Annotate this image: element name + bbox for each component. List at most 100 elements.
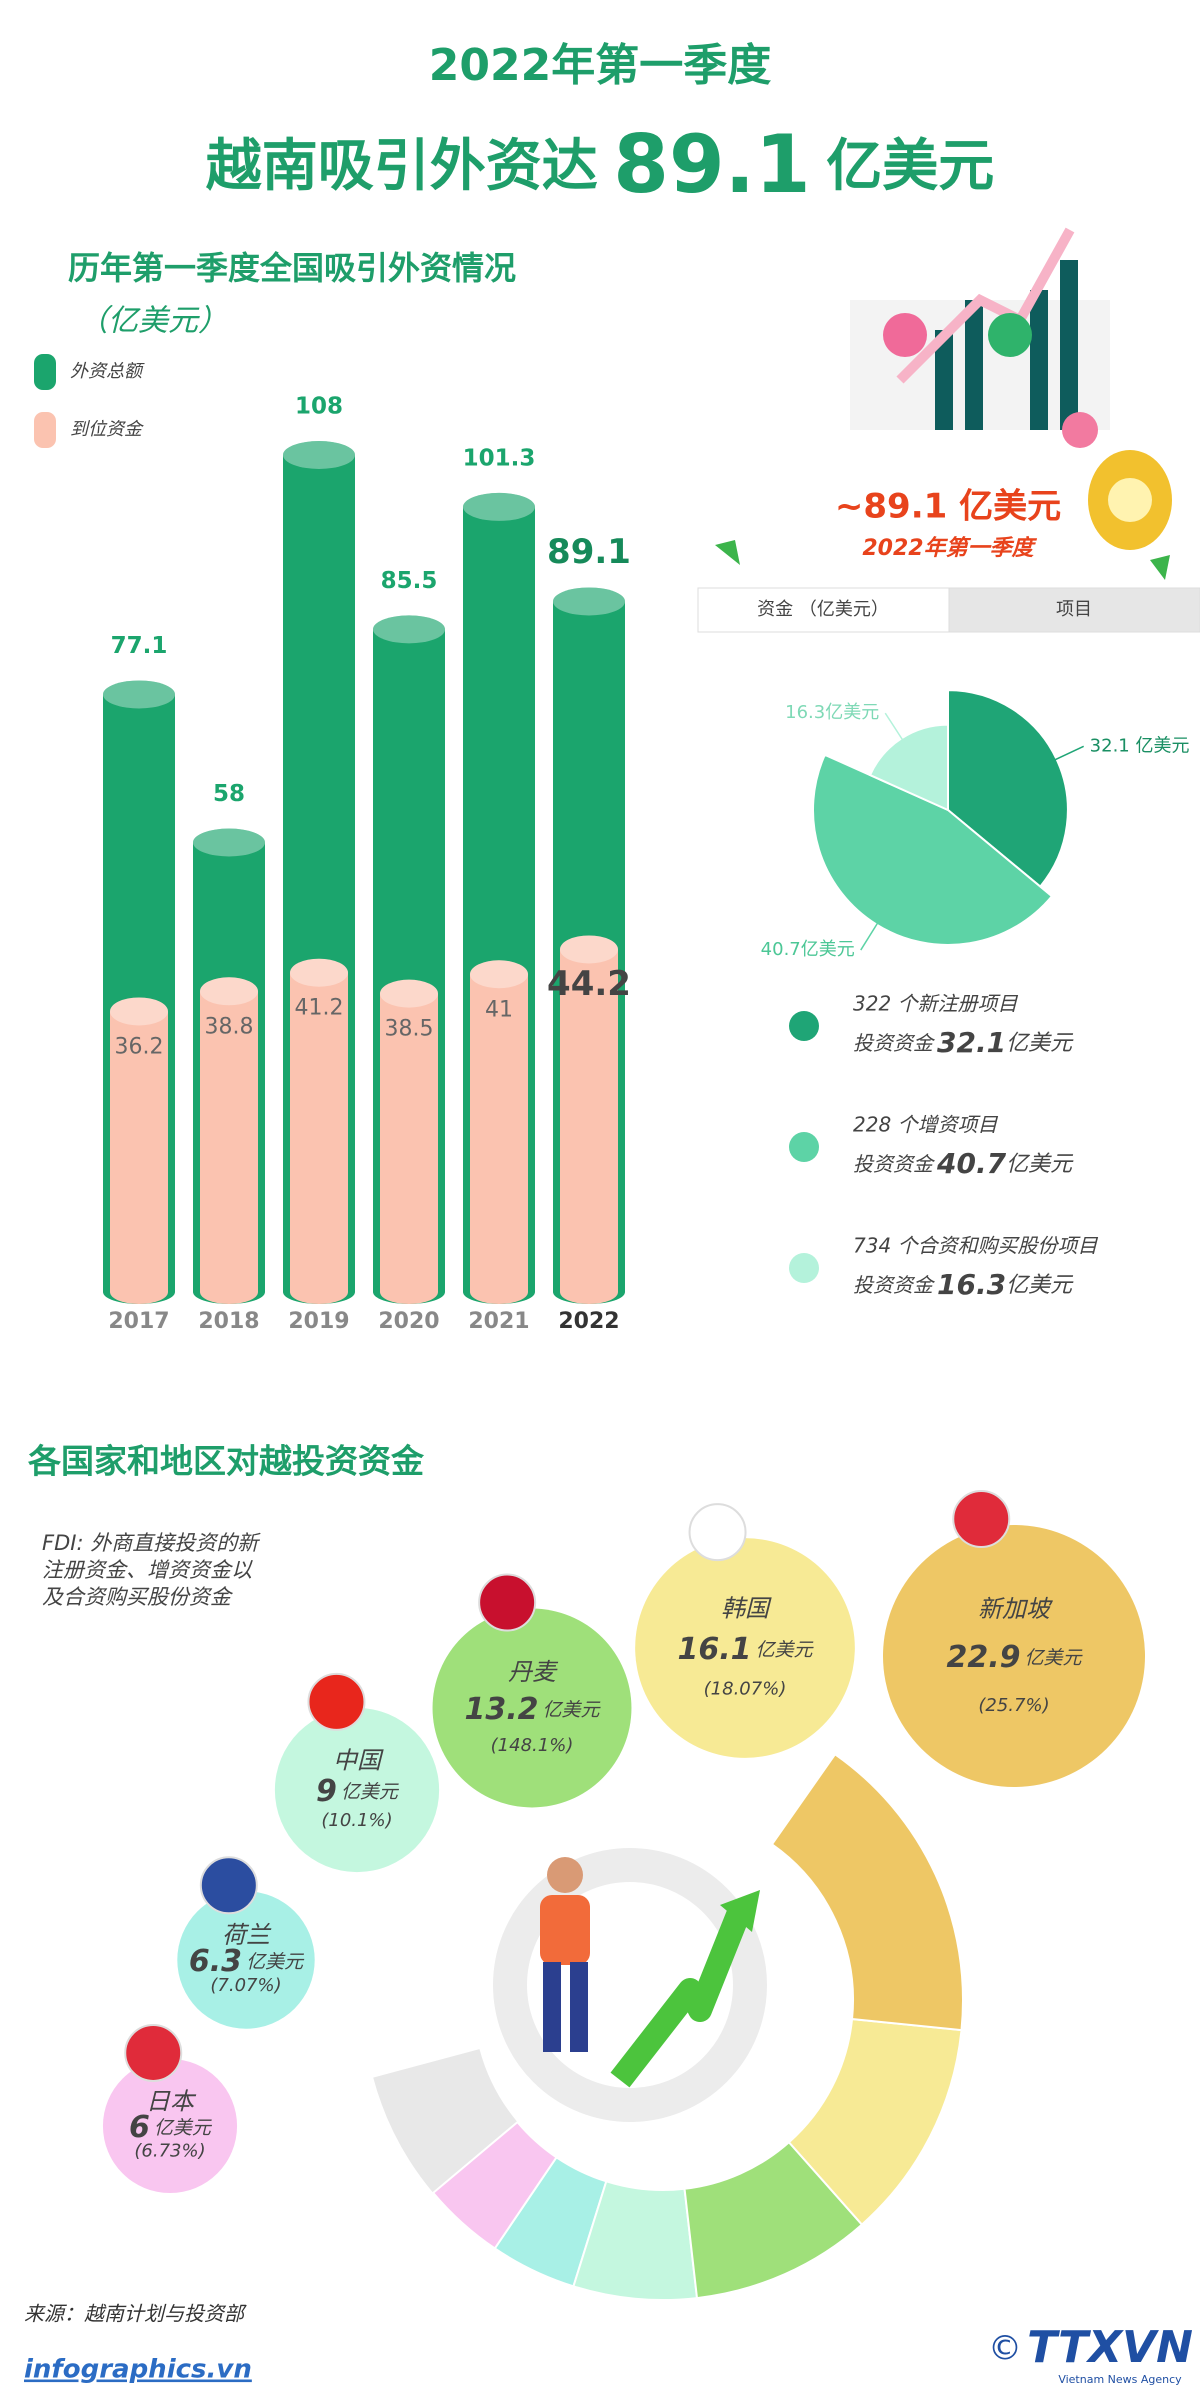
ring-segment: [431, 2120, 558, 2250]
bar-cap: [290, 958, 348, 987]
leader-line: [884, 712, 905, 743]
country-bubble: [883, 1525, 1145, 1787]
tab-label: 资金 （亿美元）: [757, 599, 889, 620]
bar-base: [380, 1280, 438, 1304]
flag: [688, 1503, 747, 1562]
legend-projects: 228 个增资项目: [853, 1113, 999, 1137]
country-share: (6.73%): [134, 2140, 205, 2161]
bar-cap-shade: [470, 960, 528, 989]
bar-cap: [283, 441, 355, 469]
legend-projects: 322 个新注册项目: [853, 992, 1019, 1016]
pointer-hand: [1150, 555, 1170, 580]
figure-body: [540, 1895, 590, 1965]
bar: [560, 949, 618, 1292]
pie-label: 16.3亿美元: [785, 702, 879, 723]
country-share: (25.7%): [978, 1695, 1049, 1716]
bar: [380, 993, 438, 1292]
header-highlight: 89.1: [613, 118, 810, 211]
country-value: 6.3 亿美元: [189, 1944, 305, 1979]
legend-dot: [789, 1132, 819, 1162]
ring-segment: [572, 2180, 699, 2301]
country-name: 荷兰: [222, 1921, 272, 1949]
value-label: 58: [213, 781, 245, 807]
country-unit: 亿美元: [246, 1951, 305, 1973]
tab[interactable]: [697, 587, 950, 633]
illustration: [715, 227, 1172, 580]
legend-label: 到位资金: [70, 419, 144, 440]
flag: [307, 1672, 366, 1731]
logo: TTXVN: [1027, 2322, 1193, 2373]
tab[interactable]: [948, 587, 1200, 633]
investment-label: 投资资金: [853, 1152, 936, 1176]
flag: [199, 1856, 258, 1915]
illustration-person: [988, 313, 1032, 357]
bar: [290, 972, 348, 1292]
header-title: 越南吸引外资达 89.1 亿美元: [206, 118, 995, 211]
bar-cap-shade: [463, 492, 535, 521]
growth-arrow-head: [720, 1890, 760, 1932]
ring-segment: [683, 2140, 864, 2300]
legend-label: 外资总额: [70, 361, 145, 382]
investment-unit: 亿美元: [1006, 1031, 1074, 1056]
ring-segment: [770, 1752, 964, 2032]
bar-base: [110, 1280, 168, 1304]
header-title-text: 越南吸引外资达: [206, 134, 598, 199]
chart-title: 历年第一季度全国吸引外资情况: [68, 249, 516, 287]
country-value: 9 亿美元: [316, 1774, 400, 1809]
bar-cap-shade: [560, 935, 618, 964]
x-tick-label: 2019: [288, 1309, 349, 1334]
bar-base: [290, 1280, 348, 1304]
bar-cap: [553, 587, 625, 616]
flag: [478, 1573, 537, 1632]
bar-base: [470, 1280, 528, 1304]
bar-cap: [200, 977, 258, 1006]
fdi-note: FDI: 外商直接投资的新注册资金、增资资金以及合资购买股份资金: [42, 1531, 259, 1609]
country-share: (7.07%): [210, 1975, 281, 1996]
value-label: 85.5: [381, 568, 438, 594]
country-amount: 6: [129, 2110, 150, 2145]
country-bubble: [432, 1608, 632, 1808]
country-name: 丹麦: [508, 1658, 559, 1686]
header-unit: 亿美元: [826, 134, 994, 199]
investment-amount: 16.3: [937, 1268, 1006, 1301]
country-bubble: [102, 2058, 238, 2194]
value-label: 38.5: [385, 1017, 434, 1042]
flag: [952, 1490, 1011, 1548]
legend-swatch: [34, 354, 56, 390]
country-value: 22.9 亿美元: [946, 1640, 1083, 1675]
x-tick-label: 2021: [468, 1309, 529, 1334]
country-amount: 6.3: [189, 1944, 242, 1979]
country-unit: 亿美元: [543, 1699, 602, 1721]
bar-cap: [193, 828, 265, 857]
bar-cap-shade: [380, 979, 438, 1008]
country-name: 中国: [333, 1746, 384, 1774]
ring-other: [373, 2049, 518, 2193]
website[interactable]: infographics.vn: [24, 2355, 252, 2385]
bar-cap: [560, 935, 618, 964]
pie-label: 40.7亿美元: [761, 939, 855, 960]
illustration-bar: [1060, 260, 1078, 430]
bar-cap-shade: [193, 828, 265, 857]
investment-label: 投资资金: [853, 1273, 936, 1297]
bar-cap-shade: [110, 997, 168, 1026]
value-label: 101.3: [463, 445, 536, 471]
bar-cap-shade: [103, 680, 175, 709]
investment-amount: 32.1: [937, 1026, 1006, 1059]
tab-label: 项目: [1056, 599, 1092, 620]
illustration-bar: [965, 300, 983, 430]
value-label: 38.8: [205, 1014, 254, 1039]
country-bubble: [177, 1891, 315, 2029]
figure-leg: [543, 1962, 561, 2052]
bar-cap: [380, 979, 438, 1008]
legend-investment: 投资资金 16.3亿美元: [853, 1268, 1074, 1301]
leader-line: [1051, 745, 1084, 762]
value-label: 41.2: [295, 996, 344, 1021]
legend-projects: 734 个合资和购买股份项目: [853, 1234, 1099, 1258]
value-label: 77.1: [111, 633, 168, 659]
x-tick-label: 2020: [378, 1309, 439, 1334]
legend-investment: 投资资金 40.7亿美元: [853, 1147, 1074, 1180]
bar: [200, 991, 258, 1292]
illustration-arrow: [896, 227, 1075, 384]
